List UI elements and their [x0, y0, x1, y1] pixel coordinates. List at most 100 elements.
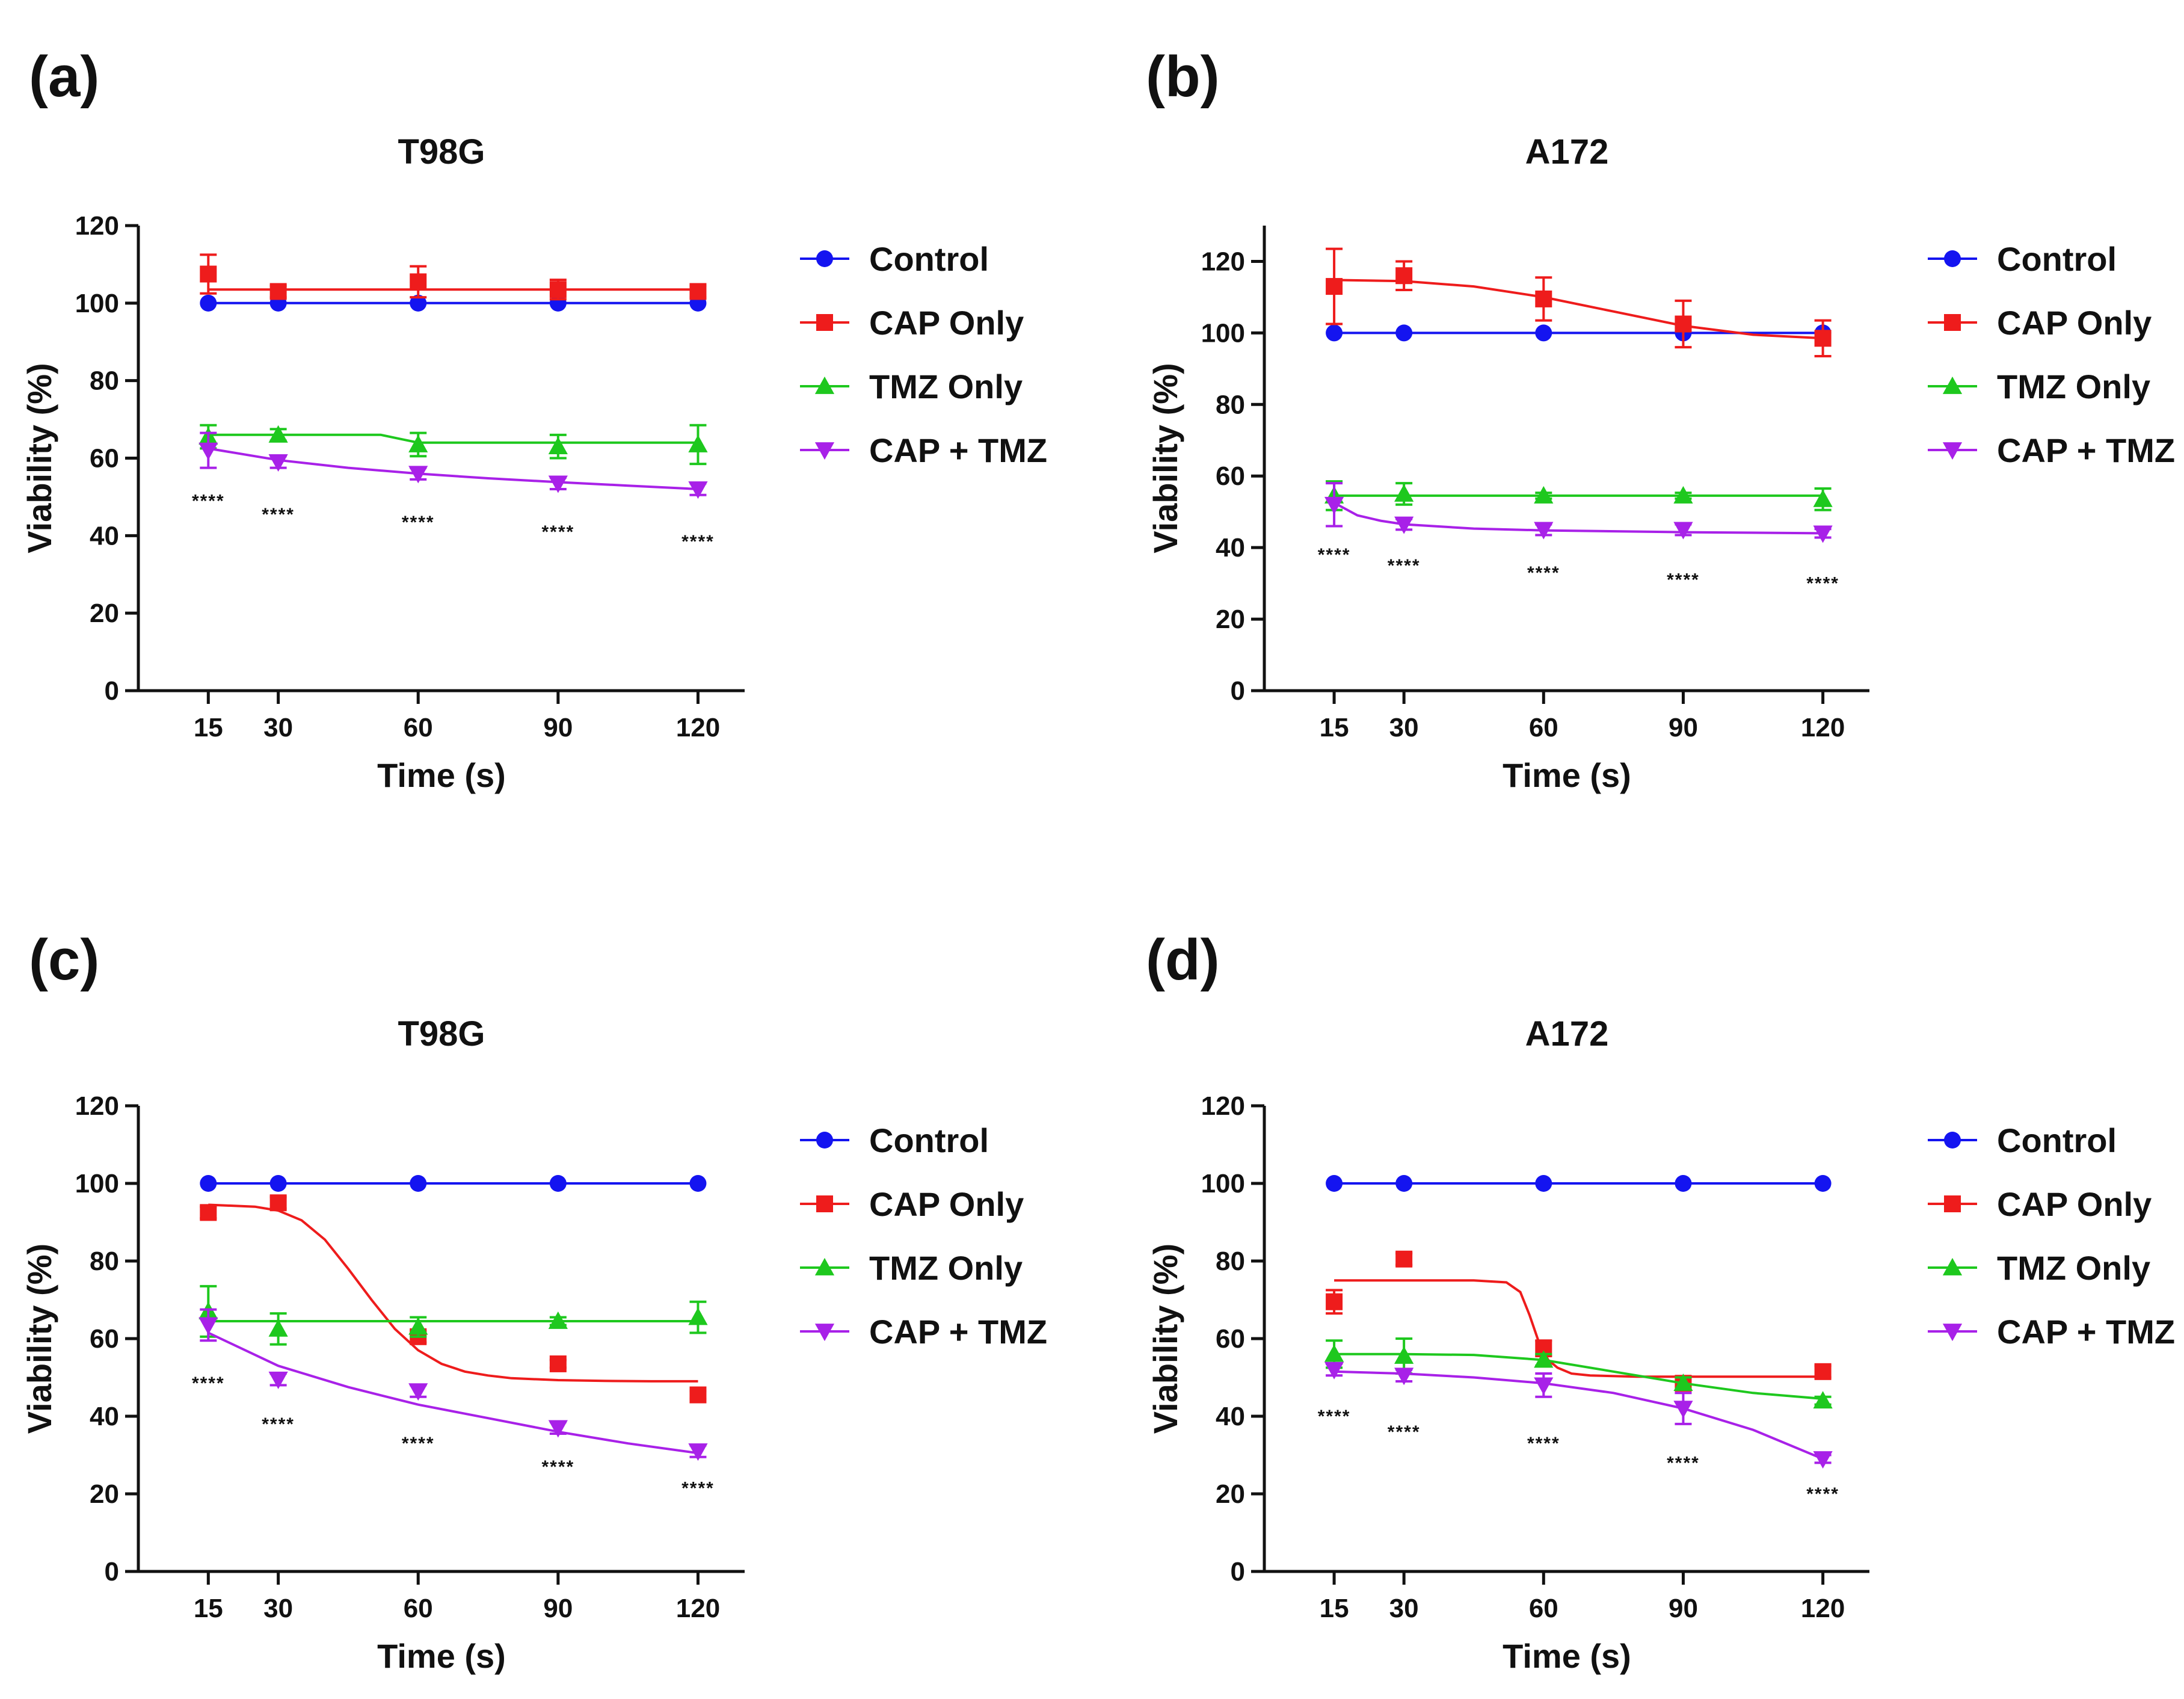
data-point: [1394, 1368, 1414, 1386]
legend-marker: [1944, 1132, 1961, 1149]
significance-label: ****: [1667, 1453, 1700, 1473]
x-tick-label: 60: [404, 1594, 433, 1623]
x-tick-label: 90: [543, 713, 573, 742]
legend-label: CAP + TMZ: [869, 1313, 1047, 1351]
legend-label: CAP + TMZ: [1997, 431, 2175, 469]
legend-marker: [1942, 376, 1963, 394]
legend-label: TMZ Only: [869, 368, 1023, 405]
data-point: [1394, 1346, 1414, 1364]
legend-marker: [816, 250, 833, 267]
legend-marker: [816, 1132, 833, 1149]
fit-curve: [208, 447, 698, 490]
data-point: [549, 1175, 567, 1192]
chart-title: A172: [1525, 1014, 1609, 1053]
legend-marker: [816, 1195, 833, 1212]
significance-label: ****: [1527, 1434, 1560, 1454]
data-point: [198, 442, 218, 460]
data-point: [1814, 1363, 1832, 1380]
legend-label: CAP + TMZ: [869, 431, 1047, 469]
data-point: [1534, 486, 1554, 504]
data-point: [1673, 486, 1693, 504]
x-tick-label: 60: [404, 713, 433, 742]
data-point: [200, 294, 217, 312]
data-point: [1814, 1175, 1832, 1192]
y-tick-label: 0: [105, 676, 119, 706]
data-point: [688, 1307, 708, 1325]
data-point: [1673, 1401, 1693, 1419]
x-tick-label: 120: [676, 713, 720, 742]
data-point: [1534, 1350, 1554, 1368]
fit-curve: [1333, 502, 1823, 535]
data-point: [410, 294, 427, 312]
y-tick-label: 120: [75, 1091, 119, 1121]
x-tick-label: 15: [1320, 713, 1349, 742]
significance-label: ****: [1318, 545, 1351, 565]
data-point: [1395, 267, 1413, 285]
series-cap-only: [200, 253, 707, 301]
data-point: [1324, 1361, 1344, 1380]
data-point: [1395, 1250, 1413, 1268]
fit-curve: [1334, 1352, 1823, 1400]
x-tick-label: 30: [263, 713, 293, 742]
data-point: [548, 475, 568, 493]
panel-label: (c): [29, 928, 99, 992]
series-cap-tmz: [1324, 1361, 1833, 1469]
legend-label: Control: [869, 240, 989, 278]
legend-marker: [1944, 250, 1961, 267]
data-point: [1394, 516, 1414, 534]
chart-panel-1: (a) T98G 0 20 40 60 80 100 120 15 30 60 90 120 Time (s…: [20, 45, 1047, 794]
x-tick-label: 30: [1389, 713, 1419, 742]
significance-label: ****: [1388, 1422, 1421, 1442]
chart-panel-3: (c) T98G 0 20 40 60 80 100 120 15 30 60 90 120 Time (s…: [20, 928, 1047, 1675]
data-point: [269, 283, 287, 300]
data-point: [200, 1175, 217, 1192]
significance-label: ****: [541, 1457, 574, 1477]
data-point: [269, 1175, 287, 1192]
panel-label: (a): [29, 45, 99, 109]
data-point: [1324, 496, 1344, 514]
data-point: [1813, 1391, 1833, 1409]
legend-marker: [814, 1257, 835, 1275]
y-tick-label: 80: [90, 366, 119, 396]
significance-label: ****: [1388, 556, 1421, 576]
significance-label: ****: [192, 491, 225, 511]
data-point: [549, 281, 567, 298]
y-tick-label: 20: [90, 1479, 119, 1509]
series-control: [1326, 1175, 1832, 1192]
y-tick-label: 40: [1216, 1402, 1245, 1431]
y-tick-label: 80: [1216, 1247, 1245, 1276]
data-point: [268, 425, 288, 443]
data-point: [1673, 522, 1693, 540]
series-control: [1326, 324, 1832, 342]
y-axis-label: Viability (%): [1146, 1244, 1184, 1434]
x-tick-label: 30: [1389, 1594, 1419, 1623]
legend-label: CAP Only: [1997, 1185, 2152, 1223]
data-point: [268, 1371, 288, 1389]
x-tick-label: 15: [194, 1594, 223, 1623]
series-cap-only: [1326, 247, 1832, 358]
legend-marker: [1942, 1324, 1963, 1342]
data-point: [688, 1443, 708, 1461]
significance-label: ****: [541, 522, 574, 542]
significance-label: ****: [262, 1414, 295, 1434]
data-point: [1534, 522, 1554, 540]
x-axis-label: Time (s): [377, 1637, 506, 1675]
legend-label: CAP Only: [1997, 304, 2152, 342]
legend-marker: [816, 314, 833, 331]
data-point: [268, 454, 288, 472]
data-point: [269, 1194, 287, 1212]
y-axis-label: Viability (%): [20, 1244, 58, 1434]
data-point: [1326, 1293, 1343, 1310]
data-point: [1535, 1175, 1552, 1192]
significance-label: ****: [1318, 1407, 1351, 1426]
legend-label: CAP + TMZ: [1997, 1313, 2175, 1351]
legend-label: Control: [1997, 240, 2117, 278]
data-point: [1324, 1344, 1344, 1362]
y-tick-label: 0: [1231, 1557, 1245, 1586]
legend-marker: [1944, 1195, 1961, 1212]
x-axis-label: Time (s): [1503, 756, 1631, 794]
y-tick-label: 100: [75, 289, 119, 318]
data-point: [410, 273, 427, 291]
legend-label: CAP Only: [869, 304, 1024, 342]
data-point: [1326, 324, 1343, 342]
